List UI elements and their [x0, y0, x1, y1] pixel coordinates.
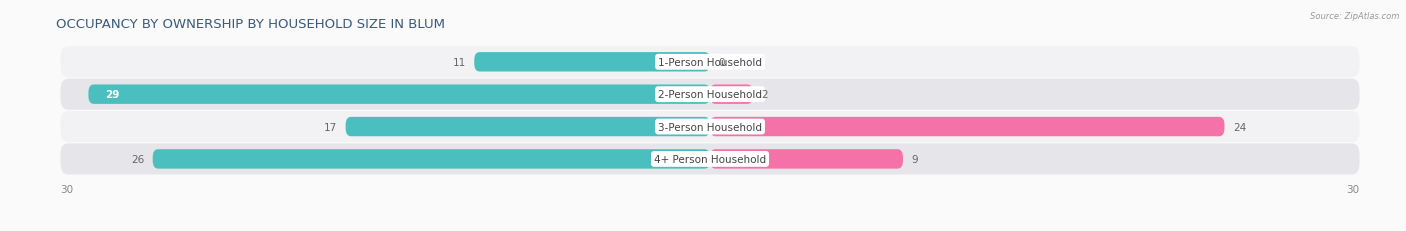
FancyBboxPatch shape — [710, 149, 903, 169]
FancyBboxPatch shape — [710, 117, 1225, 137]
Text: 4+ Person Household: 4+ Person Household — [654, 154, 766, 164]
FancyBboxPatch shape — [60, 112, 1360, 143]
FancyBboxPatch shape — [710, 85, 752, 104]
FancyBboxPatch shape — [60, 144, 1360, 175]
Text: 2: 2 — [762, 90, 768, 100]
FancyBboxPatch shape — [60, 47, 1360, 78]
Text: 24: 24 — [1233, 122, 1246, 132]
Text: 0: 0 — [718, 58, 725, 67]
FancyBboxPatch shape — [153, 149, 710, 169]
Text: 1-Person Household: 1-Person Household — [658, 58, 762, 67]
Text: OCCUPANCY BY OWNERSHIP BY HOUSEHOLD SIZE IN BLUM: OCCUPANCY BY OWNERSHIP BY HOUSEHOLD SIZE… — [56, 18, 446, 31]
Text: 11: 11 — [453, 58, 465, 67]
Text: 26: 26 — [131, 154, 145, 164]
Text: 29: 29 — [105, 90, 120, 100]
Legend: Owner-occupied, Renter-occupied: Owner-occupied, Renter-occupied — [600, 229, 820, 231]
FancyBboxPatch shape — [474, 53, 710, 72]
FancyBboxPatch shape — [60, 79, 1360, 110]
Text: 9: 9 — [911, 154, 918, 164]
Text: 3-Person Household: 3-Person Household — [658, 122, 762, 132]
Text: 2-Person Household: 2-Person Household — [658, 90, 762, 100]
Text: 17: 17 — [323, 122, 337, 132]
Text: Source: ZipAtlas.com: Source: ZipAtlas.com — [1309, 12, 1399, 21]
FancyBboxPatch shape — [346, 117, 710, 137]
FancyBboxPatch shape — [89, 85, 710, 104]
